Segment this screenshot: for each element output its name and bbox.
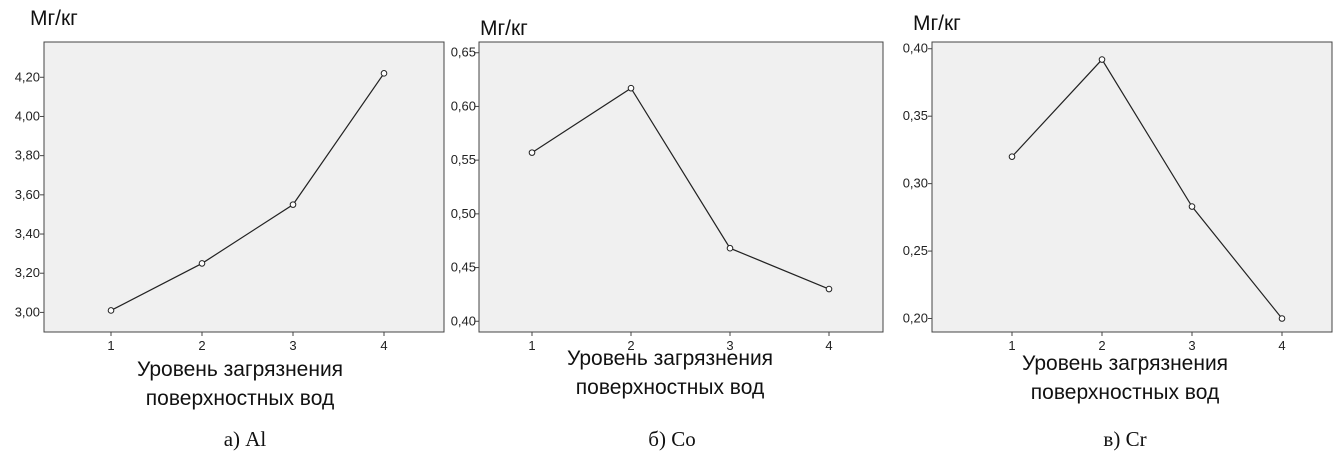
data-point bbox=[289, 201, 297, 208]
x-tick-label: 2 bbox=[627, 338, 634, 353]
x-axis-label-line-2: поверхностных вод bbox=[576, 376, 764, 399]
y-tick-label: 0,45 bbox=[451, 260, 476, 275]
y-tick-label: 0,40 bbox=[903, 41, 928, 56]
panel-caption: б) Co bbox=[648, 427, 695, 451]
data-point bbox=[107, 307, 115, 314]
y-tick-label: 0,35 bbox=[903, 108, 928, 123]
x-tick-label: 1 bbox=[1008, 338, 1015, 353]
y-tick-label: 0,30 bbox=[903, 176, 928, 191]
y-unit-label: Мг/кг bbox=[480, 17, 528, 40]
x-axis-label-line-2: поверхностных вод bbox=[1031, 381, 1219, 404]
y-unit-label: Мг/кг bbox=[913, 12, 961, 35]
y-tick-label: 0,40 bbox=[451, 313, 476, 328]
y-tick-label: 0,60 bbox=[451, 98, 476, 113]
y-tick-label: 4,00 bbox=[15, 108, 40, 123]
x-tick-label: 3 bbox=[289, 338, 296, 353]
data-point bbox=[198, 260, 206, 267]
data-point bbox=[627, 84, 635, 92]
data-point bbox=[825, 285, 833, 293]
data-point bbox=[1188, 203, 1196, 210]
data-point bbox=[726, 244, 734, 252]
x-tick-label: 4 bbox=[1278, 338, 1285, 353]
y-tick-label: 0,65 bbox=[451, 45, 476, 60]
data-point bbox=[528, 149, 536, 156]
x-axis-label-line-1: Уровень загрязнения bbox=[137, 358, 343, 381]
y-tick-label: 4,20 bbox=[15, 69, 40, 84]
y-tick-label: 0,25 bbox=[903, 243, 928, 258]
x-tick-label: 2 bbox=[198, 338, 205, 353]
series-line bbox=[110, 73, 385, 311]
x-tick-label: 1 bbox=[107, 338, 114, 353]
panel-caption: в) Cr bbox=[1103, 427, 1146, 451]
x-tick-label: 2 bbox=[1098, 338, 1105, 353]
panel-caption: а) Al bbox=[224, 427, 267, 451]
y-tick-label: 3,00 bbox=[15, 304, 40, 319]
x-axis-label-line-1: Уровень загрязнения bbox=[567, 347, 773, 370]
plot-area bbox=[931, 41, 1333, 333]
y-unit-label: Мг/кг bbox=[30, 7, 78, 30]
x-tick-label: 3 bbox=[726, 338, 733, 353]
y-tick-label: 3,20 bbox=[15, 265, 40, 280]
x-axis-label-line-1: Уровень загрязнения bbox=[1022, 352, 1228, 375]
plot-area bbox=[478, 41, 884, 333]
x-tick-label: 3 bbox=[1188, 338, 1195, 353]
panel-al: Мг/кг 3,00 3,20 3,40 3,60 3,80 4,00 4,20 1 2 3 4 У… bbox=[15, 7, 445, 451]
y-tick-label: 0,55 bbox=[451, 152, 476, 167]
panel-cr: Мг/кг 0,20 0,25 0,30 0,35 0,40 1 2 3 4 Уровень з… bbox=[903, 12, 1333, 451]
data-point bbox=[1278, 315, 1286, 322]
y-tick-label: 3,80 bbox=[15, 148, 40, 163]
data-point bbox=[380, 70, 388, 77]
series-line bbox=[531, 87, 830, 290]
plot-area bbox=[43, 41, 445, 333]
y-tick-label: 3,40 bbox=[15, 226, 40, 241]
x-axis-label-line-2: поверхностных вод bbox=[146, 387, 334, 410]
data-point bbox=[1008, 153, 1016, 160]
panel-co: Мг/кг 0,40 0,45 0,50 0,55 0,60 0,65 1 2 3 4 Урове… bbox=[451, 17, 884, 451]
x-tick-label: 4 bbox=[380, 338, 387, 353]
x-tick-label: 4 bbox=[825, 338, 832, 353]
y-tick-label: 3,60 bbox=[15, 187, 40, 202]
x-tick-label: 1 bbox=[528, 338, 535, 353]
data-point bbox=[1098, 56, 1106, 63]
series-line bbox=[1011, 58, 1283, 319]
y-tick-label: 0,20 bbox=[903, 311, 928, 326]
y-tick-label: 0,50 bbox=[451, 206, 476, 221]
